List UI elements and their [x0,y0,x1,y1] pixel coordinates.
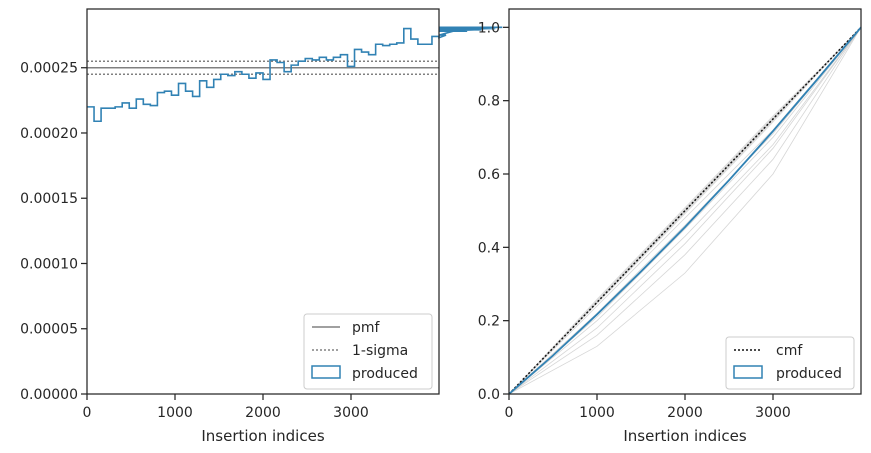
y-tick-label: 0.00000 [20,387,78,403]
y-tick-label: 0.00005 [20,322,78,338]
x-tick-label: 2000 [245,405,281,421]
legend-sigma-label: 1-sigma [352,343,408,359]
legend: pmf 1-sigma produced [303,313,433,390]
produced-histogram [87,26,503,123]
x-tick-label: 1000 [157,405,193,421]
x-tick-label: 0 [505,405,514,421]
x-tick-label: 0 [83,405,92,421]
legend-produced-label: produced [776,366,842,382]
x-axis-label: Insertion indices [201,427,324,445]
y-tick-label: 0.8 [478,94,500,110]
y-tick-label: 0.00020 [20,126,78,142]
legend-produced-swatch [733,365,763,379]
x-tick-label: 2000 [667,405,703,421]
y-ticks: 0.00000 0.00005 0.00010 0.00015 0.00020 0.000… [20,61,87,403]
y-tick-label: 1.0 [478,20,500,36]
y-tick-label: 0.4 [478,240,500,256]
x-axis-label: Insertion indices [623,427,746,445]
faint-curve [508,27,862,395]
x-ticks: 0 1000 2000 3000 [83,394,369,421]
legend-produced-label: produced [352,366,418,382]
plot-area [509,9,861,394]
pmf-panel: 0.000000.000050.000100.000150.000200.000… [20,8,503,445]
y-ticks: 0.0 0.2 0.4 0.6 0.8 1.0 [478,20,509,403]
y-tick-label: 0.00010 [20,256,78,272]
faint-curve [508,27,862,395]
y-tick-label: 0.6 [478,167,500,183]
legend-box [303,313,433,390]
legend-pmf-label: pmf [352,320,381,336]
x-tick-label: 1000 [579,405,615,421]
y-tick-label: 0.00015 [20,191,78,207]
legend-cmf-label: cmf [776,343,803,359]
x-ticks: 0 1000 2000 3000 [505,394,791,421]
y-tick-label: 0.0 [478,387,500,403]
cmf-reference-line [508,26,862,395]
legend-produced-swatch [311,365,341,379]
cmf-panel: 0.0 0.2 0.4 0.6 0.8 1.0 0 1000 2000 3000 Inserti… [478,8,862,445]
faint-curve [508,27,862,395]
produced-cdf [508,26,862,395]
x-tick-label: 3000 [755,405,791,421]
y-tick-label: 0.2 [478,314,500,330]
legend: cmf produced [725,336,855,390]
x-tick-label: 3000 [333,405,369,421]
y-tick-label: 0.00025 [20,61,78,77]
faint-curve [508,27,862,395]
